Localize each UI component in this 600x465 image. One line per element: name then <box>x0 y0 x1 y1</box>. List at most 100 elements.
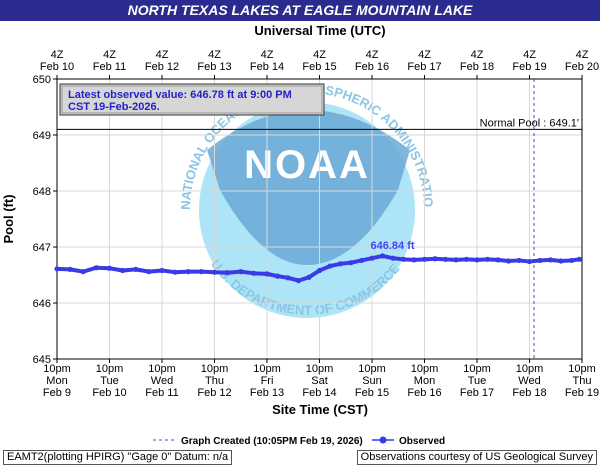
top-tick-label-hour: 4Z <box>418 49 431 61</box>
legend: Graph Created (10:05PM Feb 19, 2026) Obs… <box>153 436 445 447</box>
observed-point <box>484 256 491 262</box>
noaa-ring-top-text: NATIONAL OCEANIC AND ATMOSPHERIC ADMINIS… <box>0 0 436 210</box>
peak-value-label: 646.84 ft <box>371 240 415 252</box>
top-tick-label-date: Feb 11 <box>93 61 126 73</box>
observed-point <box>547 257 554 263</box>
bottom-tick-label: Feb 12 <box>197 387 231 399</box>
observed-point <box>93 265 99 271</box>
noaa-ring-bottom-text: U.S. DEPARTMENT OF COMMERCE <box>208 257 403 318</box>
observed-point <box>348 260 354 266</box>
top-tick-label-hour: 4Z <box>156 49 169 61</box>
y-tick-label: 646 <box>33 298 51 310</box>
top-tick-label-hour: 4Z <box>208 49 221 61</box>
top-tick-label-date: Feb 13 <box>197 61 231 73</box>
noaa-inner-circle <box>199 102 415 318</box>
top-tick-label-hour: 4Z <box>51 49 64 61</box>
top-tick-label-date: Feb 14 <box>250 61 284 73</box>
top-tick-label-date: Feb 18 <box>460 61 494 73</box>
top-tick-label-hour: 4Z <box>261 49 274 61</box>
observed-series-line <box>56 253 580 283</box>
observed-point <box>238 269 244 275</box>
observed-point <box>133 266 139 272</box>
observed-point <box>463 256 470 262</box>
bottom-tick-label: Feb 15 <box>355 387 389 399</box>
top-tick-label-hour: 4Z <box>523 49 536 61</box>
observed-point <box>316 267 323 274</box>
bottom-tick-label: Feb 18 <box>512 387 546 399</box>
y-tick-label: 647 <box>33 242 51 254</box>
y-tick-label: 649 <box>33 130 51 142</box>
bottom-tick-label: Feb 17 <box>460 387 494 399</box>
footer-datum: EAMT2(plotting HPIRG) "Gage 0" Datum: n/… <box>3 450 233 465</box>
top-axis-title: Universal Time (UTC) <box>254 23 385 38</box>
top-tick-label-hour: 4Z <box>576 49 589 61</box>
bottom-tick-label: 10pm <box>516 363 544 375</box>
observed-point <box>285 275 291 281</box>
bottom-tick-label: Wed <box>518 375 540 387</box>
bottom-tick-label: Tue <box>100 375 119 387</box>
bottom-tick-label: Mon <box>46 375 67 387</box>
observed-point <box>568 257 575 264</box>
observed-point <box>537 257 543 264</box>
bottom-tick-label: 10pm <box>96 363 124 375</box>
observed-point <box>225 270 231 276</box>
bottom-tick-label: Feb 19 <box>565 387 599 399</box>
top-tick-label-date: Feb 20 <box>565 61 599 73</box>
y-tick-label: 645 <box>33 354 51 366</box>
observed-point <box>421 256 428 262</box>
bottom-tick-label: Feb 10 <box>92 387 126 399</box>
observed-point <box>251 270 257 276</box>
y-axis-title: Pool (ft) <box>1 194 16 243</box>
bottom-tick-label: 10pm <box>306 363 334 375</box>
bottom-tick-label: 10pm <box>201 363 229 375</box>
bottom-tick-label: 10pm <box>358 363 386 375</box>
y-tick-label: 650 <box>33 74 51 86</box>
observed-point <box>54 266 60 272</box>
top-tick-label-date: Feb 19 <box>512 61 546 73</box>
latest-observed-line2: CST 19-Feb-2026. <box>68 101 160 113</box>
observed-point <box>369 255 375 261</box>
bottom-tick-label: Tue <box>468 375 487 387</box>
noaa-outer-ring <box>170 73 444 347</box>
observed-point <box>67 266 73 272</box>
observed-point <box>198 269 204 275</box>
normal-pool-label: Normal Pool : 649.1' <box>480 117 579 129</box>
top-tick-label-date: Feb 17 <box>407 61 441 73</box>
bottom-tick-label: 10pm <box>253 363 281 375</box>
observed-point <box>327 263 333 269</box>
observed-point <box>106 265 113 271</box>
observed-series-points <box>54 253 582 284</box>
top-tick-label-date: Feb 15 <box>302 61 336 73</box>
bottom-tick-label: 10pm <box>568 363 596 375</box>
bottom-tick-label: 10pm <box>463 363 491 375</box>
bottom-tick-label: Thu <box>573 375 592 387</box>
observed-point <box>495 257 501 263</box>
grid-lines <box>57 79 583 359</box>
top-tick-label-date: Feb 12 <box>145 61 179 73</box>
latest-observed-box: Latest observed value: 646.78 ft at 9:00… <box>59 83 325 116</box>
y-tick-label: 648 <box>33 186 51 198</box>
observed-point <box>474 257 480 263</box>
bottom-tick-label: Feb 16 <box>407 387 441 399</box>
observed-point <box>526 258 533 265</box>
observed-point <box>432 256 438 262</box>
bottom-axis-title: Site Time (CST) <box>272 402 368 417</box>
observed-point <box>442 256 449 262</box>
observed-point <box>306 274 312 280</box>
bottom-tick-label: Wed <box>151 375 173 387</box>
legend-observed-dot <box>379 436 387 444</box>
top-tick-label-hour: 4Z <box>103 49 116 61</box>
observed-point <box>411 257 417 263</box>
noaa-watermark: NOAA NATIONAL OCEANIC AND ATMOSPHERIC AD… <box>0 0 444 347</box>
bottom-tick-label: Fri <box>261 375 274 387</box>
observed-point <box>172 269 178 275</box>
noaa-bird-shape <box>207 110 410 265</box>
noaa-center-text: NOAA <box>244 143 370 187</box>
top-tick-label-hour: 4Z <box>366 49 379 61</box>
observed-point <box>159 267 165 274</box>
observed-point <box>80 269 86 275</box>
observed-point <box>558 258 564 264</box>
observed-point <box>295 278 302 284</box>
